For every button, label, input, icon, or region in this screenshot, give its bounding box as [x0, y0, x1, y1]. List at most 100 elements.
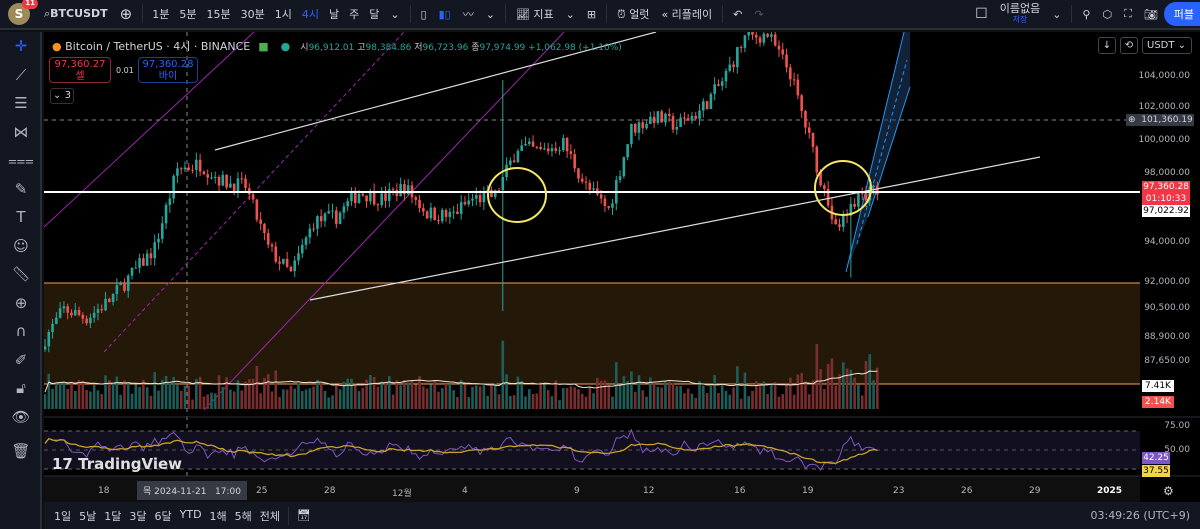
- eye-icon[interactable]: 👁︎: [11, 407, 31, 426]
- brush-icon[interactable]: ✎: [14, 179, 28, 198]
- range-6달[interactable]: 6달: [154, 509, 172, 523]
- interval-30분[interactable]: 30분: [240, 8, 265, 21]
- parallel-channel[interactable]: [846, 32, 910, 272]
- interval-날[interactable]: 날: [328, 8, 340, 21]
- interval-15분[interactable]: 15분: [206, 8, 231, 21]
- buy-button[interactable]: 97,360.28 바이: [138, 57, 198, 83]
- upper-trendline[interactable]: [214, 32, 657, 151]
- lock-icon[interactable]: 🔓︎: [16, 379, 26, 397]
- yellow-circle-annotation[interactable]: [814, 160, 872, 216]
- interval-1시[interactable]: 1시: [274, 8, 292, 21]
- volume-bar: [611, 396, 614, 409]
- candle-body: [762, 33, 766, 43]
- indicators-button[interactable]: 📈︎ 지표: [515, 8, 554, 21]
- volume-bar: [732, 387, 735, 409]
- bar-chart-icon[interactable]: ▯: [420, 7, 427, 21]
- fullscreen-icon[interactable]: ⛶: [1124, 7, 1132, 20]
- volume-bar: [876, 367, 879, 409]
- crosshair-price-tag[interactable]: ⊕ 101,360.19: [1126, 114, 1194, 126]
- range-1달[interactable]: 1달: [104, 509, 122, 523]
- time-axis-settings-icon[interactable]: ⚙︎: [1163, 484, 1174, 498]
- layout-name-button[interactable]: 이름없음 저장: [999, 1, 1041, 24]
- range-1해[interactable]: 1해: [209, 509, 227, 523]
- clock[interactable]: 03:49:26 (UTC+9): [1090, 509, 1190, 522]
- range-5해[interactable]: 5해: [234, 509, 252, 523]
- candle-body: [327, 211, 331, 214]
- range-5날[interactable]: 5날: [79, 509, 97, 523]
- camera-icon[interactable]: 📷︎: [1143, 7, 1158, 21]
- fib-lines-icon[interactable]: ☰: [14, 94, 28, 112]
- purple-trendline[interactable]: [203, 32, 565, 411]
- candle-body: [599, 194, 603, 199]
- ruler-icon[interactable]: 📏︎: [11, 265, 31, 283]
- lock-drawing-icon[interactable]: ✐: [14, 350, 28, 369]
- orange-zone-box[interactable]: [44, 283, 1140, 384]
- candle-body: [452, 211, 455, 213]
- auto-scale-button[interactable]: ⟲: [1120, 37, 1138, 54]
- collapse-indicators-button[interactable]: ⌄ 3: [50, 88, 74, 104]
- price-chart[interactable]: [44, 32, 1200, 502]
- text-icon[interactable]: T: [16, 208, 26, 226]
- yellow-circle-annotation[interactable]: [487, 167, 547, 223]
- redo-icon[interactable]: ↷: [754, 7, 764, 21]
- scroll-down-button[interactable]: ↓: [1098, 37, 1116, 54]
- line-chart-icon[interactable]: 〰: [462, 8, 474, 21]
- avatar[interactable]: S 11: [8, 0, 38, 25]
- crosshair-icon[interactable]: ✛: [14, 37, 28, 55]
- chevron-down-icon[interactable]: ⌄: [1052, 7, 1062, 21]
- emoji-icon[interactable]: ☺: [13, 236, 29, 255]
- chevron-down-icon[interactable]: ⌄: [485, 7, 495, 21]
- chevron-down-icon[interactable]: ⌄: [565, 7, 575, 21]
- publish-button[interactable]: 퍼블: [1163, 2, 1200, 26]
- range-전체[interactable]: 전체: [259, 509, 281, 523]
- range-3달[interactable]: 3달: [129, 509, 147, 523]
- quick-search-icon[interactable]: ⚲: [1082, 7, 1091, 21]
- add-symbol-icon[interactable]: ⊕: [119, 5, 133, 23]
- candle-body: [792, 79, 796, 81]
- interval-주[interactable]: 주: [349, 8, 360, 21]
- flag-icon[interactable]: ■: [258, 39, 269, 53]
- interval-4시[interactable]: 4시: [301, 8, 319, 21]
- alert-button[interactable]: ⏰︎ 얼럿: [617, 8, 650, 21]
- currency-select[interactable]: USDT ⌄: [1142, 37, 1192, 54]
- range-YTD[interactable]: YTD: [179, 507, 202, 521]
- channel-line[interactable]: [845, 32, 905, 273]
- volume-bar: [92, 384, 96, 409]
- channel-midline[interactable]: [856, 59, 908, 245]
- volume-bar: [770, 383, 773, 409]
- candle-body: [675, 126, 679, 130]
- volume-bar: [278, 397, 281, 409]
- volume-bar: [51, 388, 54, 409]
- symbol-title[interactable]: Bitcoin / TetherUS · 4시 · BINANCE: [65, 40, 251, 53]
- sell-button[interactable]: 97,360.27 셀: [49, 57, 111, 83]
- channel-line[interactable]: [867, 86, 911, 218]
- interval-1분[interactable]: 1분: [152, 8, 170, 21]
- settings-icon[interactable]: ⬡: [1102, 7, 1113, 21]
- undo-icon[interactable]: ↶: [733, 7, 743, 21]
- chevron-down-icon[interactable]: ⌄: [390, 7, 400, 21]
- trash-icon[interactable]: 🗑︎: [11, 442, 31, 460]
- magnet-icon[interactable]: ∩: [15, 322, 27, 340]
- volume-bar: [217, 375, 221, 409]
- checkbox-icon[interactable]: ☐: [975, 6, 988, 22]
- interval-달[interactable]: 달: [369, 8, 380, 21]
- interval-5분[interactable]: 5분: [179, 8, 197, 21]
- volume-bar: [414, 384, 418, 409]
- replay-button[interactable]: « 리플레이: [661, 8, 713, 21]
- candle-body: [263, 223, 266, 234]
- go-to-date-icon[interactable]: 📅︎: [297, 509, 312, 522]
- volume-bar: [550, 396, 554, 409]
- trendline-icon[interactable]: ⟋: [15, 65, 27, 84]
- layouts-grid-icon[interactable]: ⊞: [586, 7, 597, 21]
- purple-trendline[interactable]: [44, 32, 255, 228]
- forecast-icon[interactable]: ⩶: [8, 151, 34, 169]
- pattern-icon[interactable]: ⋈: [13, 122, 29, 141]
- support-trendline[interactable]: [309, 156, 1041, 301]
- symbol-search[interactable]: ⌕BTCUSDT: [44, 7, 108, 20]
- range-1일[interactable]: 1일: [54, 509, 72, 523]
- candle-body: [350, 192, 353, 202]
- zoom-in-icon[interactable]: ⊕: [14, 293, 28, 312]
- candle-chart-icon[interactable]: ▮▯: [438, 7, 451, 21]
- volume-bar: [448, 384, 452, 409]
- volume-bar: [580, 393, 584, 409]
